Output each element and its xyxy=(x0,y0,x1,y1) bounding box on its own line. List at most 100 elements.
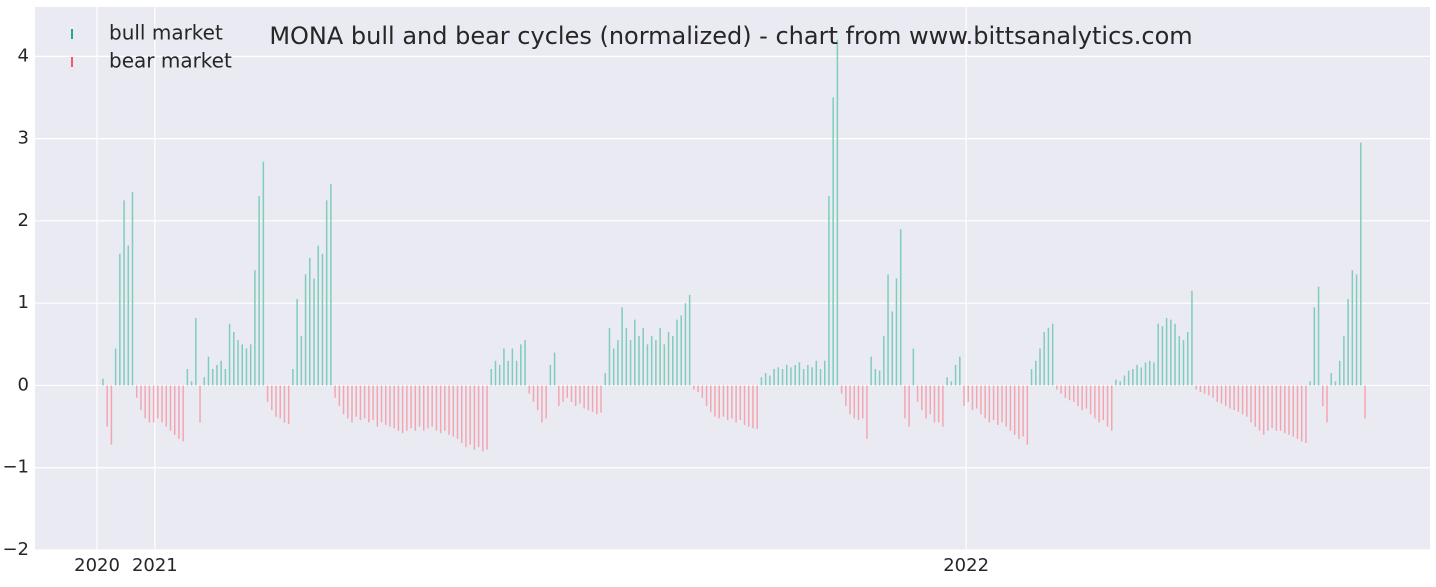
bar xyxy=(127,245,130,386)
bar xyxy=(1043,331,1045,386)
bar xyxy=(722,385,725,417)
bar xyxy=(1174,323,1176,386)
bar xyxy=(313,278,315,386)
bar xyxy=(1199,385,1202,393)
plot-area xyxy=(35,7,1430,550)
bar xyxy=(520,344,522,386)
bar xyxy=(406,385,408,431)
bar xyxy=(642,327,644,386)
bar xyxy=(823,360,826,386)
bar xyxy=(271,385,273,411)
bar xyxy=(427,385,429,429)
bar xyxy=(1343,336,1345,386)
bar xyxy=(1102,385,1105,421)
bar xyxy=(131,192,134,386)
bar xyxy=(321,253,324,386)
bar xyxy=(1094,385,1096,419)
bar xyxy=(1296,385,1299,439)
bar xyxy=(494,360,497,386)
bar xyxy=(1157,323,1159,386)
bar xyxy=(1148,360,1151,386)
bar xyxy=(634,319,636,386)
bar xyxy=(621,307,623,386)
bar xyxy=(439,385,442,434)
bar xyxy=(840,385,843,394)
bar xyxy=(106,385,108,427)
bar xyxy=(114,348,117,386)
bar xyxy=(414,385,417,431)
bar xyxy=(950,381,953,386)
bar xyxy=(819,369,822,386)
bar xyxy=(1233,385,1235,411)
bar xyxy=(566,385,569,398)
bar xyxy=(1267,385,1269,431)
bar xyxy=(655,340,657,386)
bar xyxy=(1022,385,1024,437)
bar xyxy=(338,385,341,407)
bar xyxy=(431,385,433,427)
bar xyxy=(612,348,615,386)
bar xyxy=(376,385,379,427)
bar xyxy=(1338,360,1341,386)
bar xyxy=(477,385,480,448)
bar xyxy=(330,183,332,386)
bar xyxy=(342,385,345,415)
bar xyxy=(1047,327,1050,386)
bar xyxy=(283,385,286,423)
bar xyxy=(1068,385,1071,401)
bar xyxy=(680,315,682,386)
bar xyxy=(1241,385,1244,415)
bar xyxy=(646,344,649,386)
bar xyxy=(866,385,868,439)
bar xyxy=(1110,385,1113,431)
bar xyxy=(254,270,256,386)
bar xyxy=(1009,385,1012,431)
bar xyxy=(460,385,463,444)
x-tick-label: 2021 xyxy=(132,555,178,576)
bar xyxy=(334,385,336,398)
bar xyxy=(1237,385,1240,412)
bar xyxy=(211,369,214,386)
bar xyxy=(1292,385,1294,437)
bar xyxy=(287,385,290,425)
bar xyxy=(220,360,222,386)
bar xyxy=(266,385,269,402)
bar xyxy=(401,385,404,434)
bar xyxy=(710,385,712,412)
bar xyxy=(1081,385,1083,411)
bar xyxy=(515,360,518,386)
bar xyxy=(422,385,425,431)
bar xyxy=(743,385,746,425)
bar xyxy=(1001,385,1003,423)
bar xyxy=(410,385,412,429)
bar xyxy=(173,385,176,435)
bar xyxy=(532,385,535,402)
bar xyxy=(385,385,387,425)
bar xyxy=(452,385,455,437)
bar xyxy=(1165,317,1168,386)
bar xyxy=(980,385,982,415)
y-tick-label: 2 xyxy=(18,210,29,231)
y-tick-label: 3 xyxy=(18,128,29,149)
bar xyxy=(249,344,252,386)
bar xyxy=(262,161,265,386)
bar xyxy=(726,385,729,421)
bar xyxy=(836,39,839,386)
bar xyxy=(781,369,784,386)
bar xyxy=(435,385,438,431)
bar xyxy=(1060,385,1062,394)
bar xyxy=(891,311,894,386)
bar xyxy=(1191,290,1193,386)
bar xyxy=(1351,270,1354,386)
bar xyxy=(600,385,602,413)
bar xyxy=(562,385,564,402)
bar xyxy=(916,385,919,402)
bar xyxy=(279,385,281,419)
bar xyxy=(570,385,573,402)
bar xyxy=(296,299,298,386)
bar xyxy=(317,245,319,386)
bar xyxy=(904,385,906,419)
bar xyxy=(811,367,813,386)
bar xyxy=(1051,323,1054,386)
bar xyxy=(486,385,488,450)
